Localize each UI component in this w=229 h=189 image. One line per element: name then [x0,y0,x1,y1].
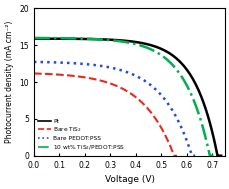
X-axis label: Voltage (V): Voltage (V) [104,175,154,184]
Legend: Pt, Bare TiS$_2$, Bare PEDOT:PSS, 10 wt% TiS$_2$/PEDOT:PSS: Pt, Bare TiS$_2$, Bare PEDOT:PSS, 10 wt%… [37,117,126,153]
Y-axis label: Photocurrent density (mA cm⁻²): Photocurrent density (mA cm⁻²) [5,21,14,143]
